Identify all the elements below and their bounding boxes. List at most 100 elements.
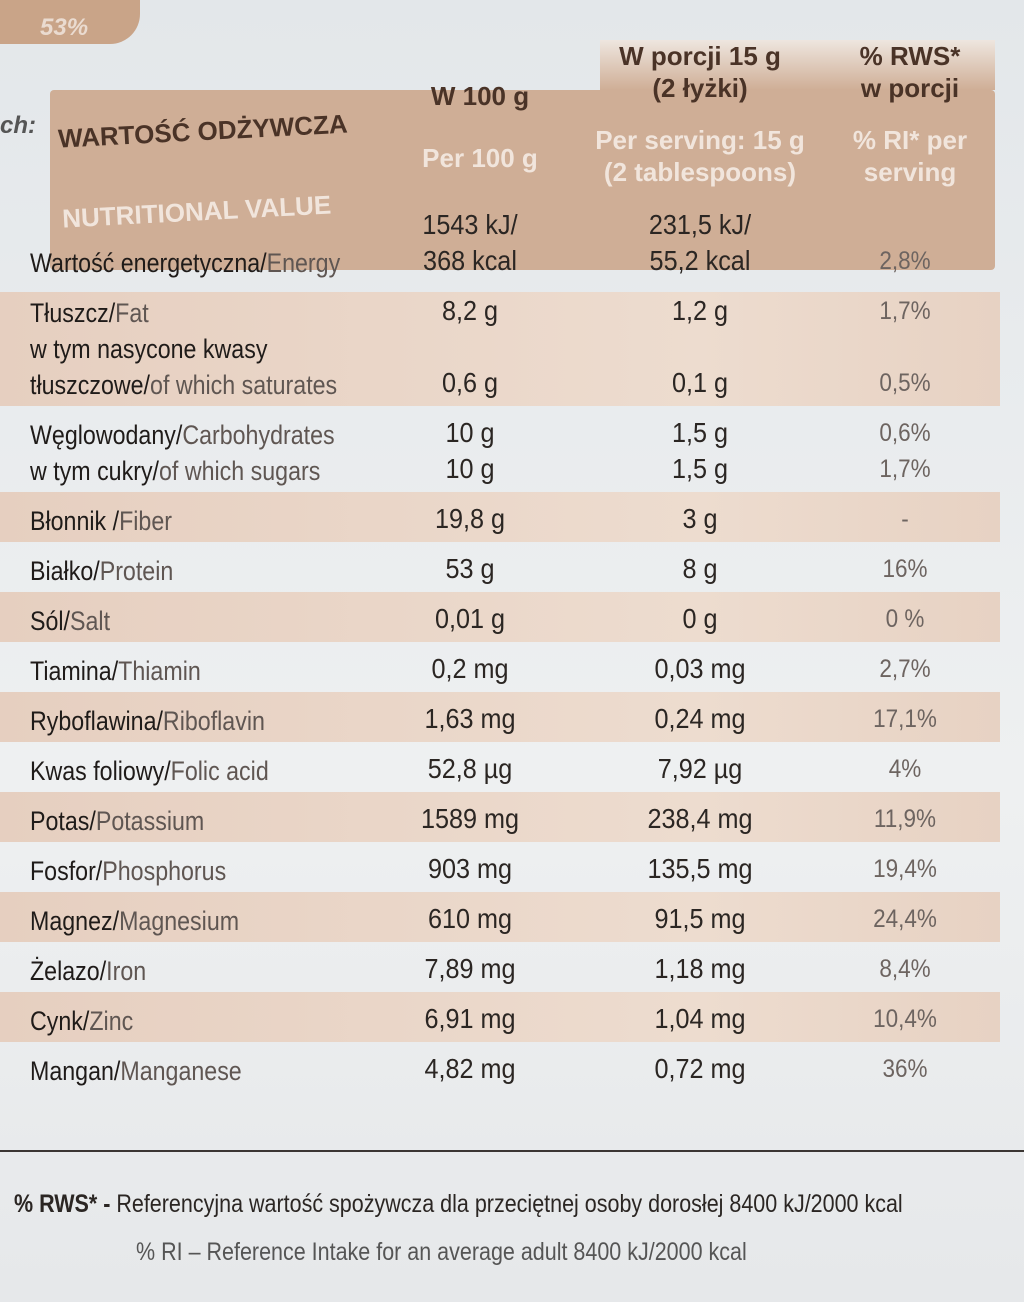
header-band (50, 90, 995, 270)
value-ri: 0,5% (806, 365, 1004, 401)
header-pl-line: w porcji (860, 73, 960, 103)
value-per-100g: 10 g (371, 415, 569, 451)
table-line: Ryboflawina/Riboflavin 1,63 mg 0,24 mg 17,1… (0, 695, 1000, 739)
value-per-serving-line: 7,92 µg (657, 753, 743, 784)
value-per-serving: 1,5 g (601, 415, 799, 451)
value-ri-line: 1,7% (879, 455, 931, 483)
value-ri: 10,4% (806, 1001, 1004, 1037)
value-ri: - (806, 501, 1004, 537)
label-en: Riboflavin (162, 706, 265, 736)
header-en: % RI* per serving (830, 124, 990, 188)
table-row: Białko/Protein 53 g 8 g 16% (0, 542, 1000, 592)
value-per-100g: 0,2 mg (371, 651, 569, 687)
value-per-serving: 91,5 mg (601, 901, 799, 937)
value-per-100g: 8,2 g (371, 293, 569, 329)
label-pl: Magnez/ (30, 906, 120, 936)
table-row: Kwas foliowy/Folic acid 52,8 µg 7,92 µg 4% (0, 742, 1000, 792)
value-per-serving-line: 1,5 g (671, 417, 729, 448)
value-per-100g: 53 g (371, 551, 569, 587)
value-ri: 2,7% (806, 651, 1004, 687)
value-per-serving-line: 8 g (682, 553, 718, 584)
value-per-100g: 0,6 g (371, 365, 569, 401)
table-row: Magnez/Magnesium 610 mg 91,5 mg 24,4% (0, 892, 1000, 942)
nutrient-label: w tym nasycone kwasy (30, 334, 267, 365)
value-ri: 2,8% (806, 243, 1004, 279)
value-per-100g-line: 10 g (445, 453, 495, 484)
label-pl: Węglowodany/ (30, 420, 183, 450)
footnote-key: % RI – (136, 1238, 201, 1266)
table-line: Żelazo/Iron 7,89 mg 1,18 mg 8,4% (0, 945, 1000, 989)
value-ri: 1,7% (806, 451, 1004, 487)
value-per-100g-line: 368 kcal (423, 245, 517, 276)
table-row: Sól/Salt 0,01 g 0 g 0 % (0, 592, 1000, 642)
value-per-100g-line: 52,8 µg (427, 753, 513, 784)
header-cell: W porcji 15 g (2 łyżki) Per serving: 15 g(… (570, 40, 830, 188)
value-per-100g: 0,01 g (371, 601, 569, 637)
value-per-serving-line: 238,4 mg (647, 803, 753, 834)
value-per-100g-line: 0,2 mg (431, 653, 509, 684)
corner-fragment: 53% (0, 0, 140, 44)
value-ri-line: 36% (882, 1055, 928, 1083)
header-pl-line: (2 łyżki) (652, 73, 748, 103)
value-ri-line: 10,4% (873, 1005, 937, 1033)
label-pl: w tym nasycone kwasy (30, 334, 268, 364)
value-per-serving-line: 231,5 kJ/ (648, 209, 752, 240)
value-per-100g-line: 1,63 mg (424, 703, 516, 734)
value-per-serving: 231,5 kJ/55,2 kcal (601, 207, 799, 279)
label-en: Magnesium (119, 906, 240, 936)
value-per-100g-line: 903 mg (427, 853, 513, 884)
table-line: tłuszczowe/of which saturates 0,6 g 0,1 g 0… (0, 367, 1000, 403)
value-per-serving: 1,2 g (601, 293, 799, 329)
value-ri: 11,9% (806, 801, 1004, 837)
nutrient-label: Potas/Potassium (30, 806, 204, 837)
nutrient-label: Ryboflawina/Riboflavin (30, 706, 265, 737)
value-per-serving: 1,18 mg (601, 951, 799, 987)
value-per-serving-line: 0,72 mg (654, 1053, 746, 1084)
table-line: Tłuszcz/Fat 8,2 g 1,2 g 1,7% (0, 295, 1000, 331)
table-body: Wartość energetyczna/Energy 1543 kJ/368 k… (0, 206, 1000, 1092)
value-per-serving: 0,1 g (601, 365, 799, 401)
label-en: Iron (106, 956, 147, 986)
value-per-100g-line: 53 g (445, 553, 495, 584)
nutrient-label: Tłuszcz/Fat (30, 298, 149, 329)
nutrient-label: Wartość energetyczna/Energy (30, 248, 340, 279)
label-pl: Żelazo/ (30, 956, 107, 986)
label-pl: Sól/ (30, 606, 71, 636)
nutrient-label: Magnez/Magnesium (30, 906, 239, 937)
value-ri-line: 8,4% (879, 955, 931, 983)
value-ri-line: 16% (882, 555, 928, 583)
value-per-100g-line: 1589 mg (420, 803, 520, 834)
nutrient-label: Kwas foliowy/Folic acid (30, 756, 269, 787)
label-pl: Wartość energetyczna/ (30, 248, 267, 278)
header-en: Per serving: 15 g (2 tablespoons) (570, 124, 830, 188)
value-per-serving-line: 0,1 g (671, 367, 729, 398)
value-ri: 0,6% (806, 415, 1004, 451)
value-ri-line: 11,9% (873, 805, 937, 833)
label-en: of which saturates (150, 370, 338, 400)
header-cell: W 100 g Per 100 g (400, 80, 560, 174)
value-per-100g-line: 8,2 g (441, 295, 499, 326)
value-ri-line: - (901, 505, 909, 533)
table-line: w tym nasycone kwasy (0, 331, 1000, 367)
header-cell: % RWS* w porcji % RI* per serving (830, 40, 990, 188)
nutrient-label: Żelazo/Iron (30, 956, 146, 987)
value-per-100g-line: 19,8 g (434, 503, 506, 534)
table-line: Mangan/Manganese 4,82 mg 0,72 mg 36% (0, 1045, 1000, 1089)
value-per-serving-line: 91,5 mg (654, 903, 746, 934)
value-per-100g-line: 10 g (445, 417, 495, 448)
label-en: Energy (266, 248, 341, 278)
value-per-100g: 1,63 mg (371, 701, 569, 737)
nutrient-label: Sól/Salt (30, 606, 110, 637)
label-en: Phosphorus (102, 856, 227, 886)
table-row: Żelazo/Iron 7,89 mg 1,18 mg 8,4% (0, 942, 1000, 992)
table-line: Potas/Potassium 1589 mg 238,4 mg 11,9% (0, 795, 1000, 839)
value-per-100g: 610 mg (371, 901, 569, 937)
value-ri: 0 % (806, 601, 1004, 637)
value-ri-line: 24,4% (873, 905, 937, 933)
footnote: % RWS* - Referencyjna wartość spożywcza … (14, 1190, 903, 1219)
header-en-line: serving (863, 157, 957, 187)
nutrient-label: Tiamina/Thiamin (30, 656, 201, 687)
table-row: Węglowodany/Carbohydrates 10 g 1,5 g 0,6% w … (0, 414, 1000, 492)
label-en: Zinc (89, 1006, 134, 1036)
